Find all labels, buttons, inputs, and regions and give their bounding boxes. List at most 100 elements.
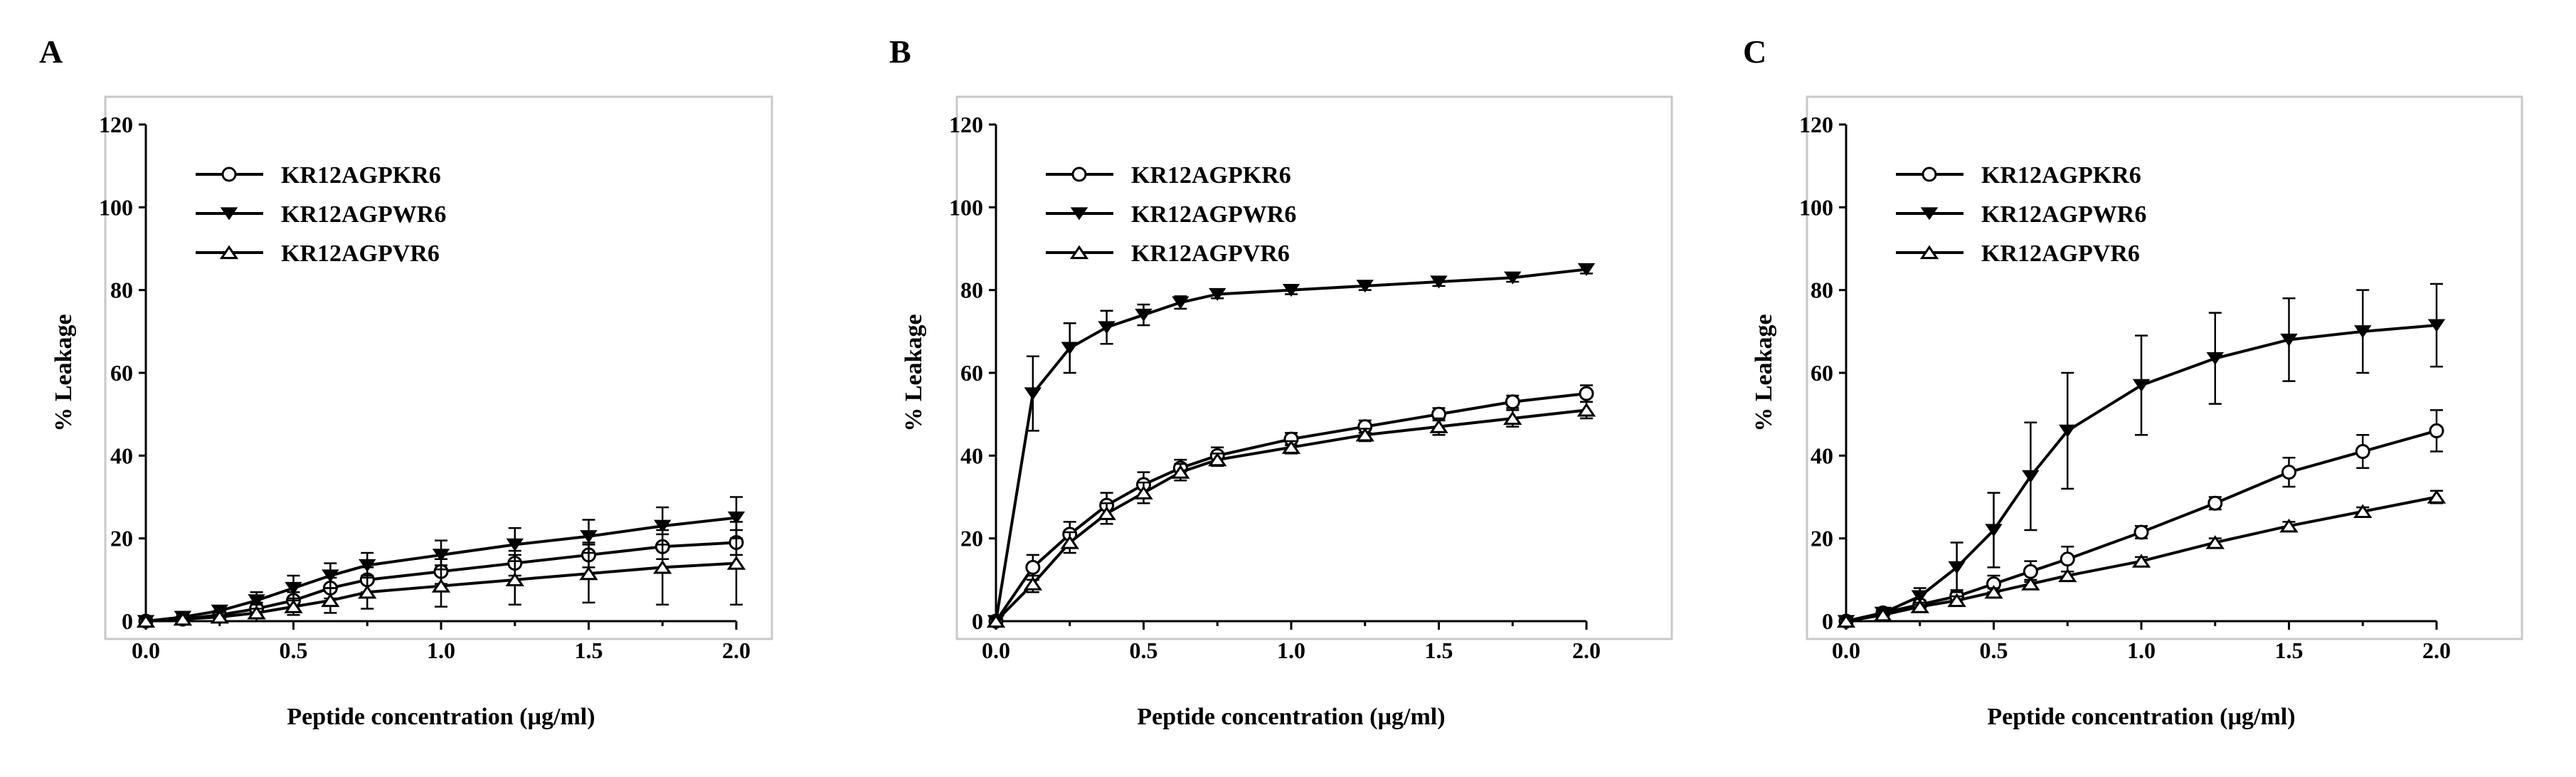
panel-frame	[955, 95, 1673, 640]
marker-c-s2-p3	[1947, 593, 1966, 608]
legend-label: KR12AGPWR6	[1981, 201, 2146, 228]
marker-a-s2-p4	[284, 599, 303, 613]
marker-b-s2-p1	[1023, 576, 1043, 591]
legend: KR12AGPKR6 KR12AGPWR6 KR12AGPVR6	[196, 162, 446, 267]
marker-c-s2-p0	[1836, 613, 1856, 628]
marker-b-s2-p8	[1355, 427, 1374, 442]
marker-c-s0-p11	[2429, 423, 2444, 438]
marker-b-s1-p8	[1356, 280, 1374, 293]
marker-c-s1-p11	[2427, 319, 2446, 332]
y-tick-label: 0	[122, 608, 133, 634]
marker-b-s1-p9	[1430, 275, 1448, 289]
series-KR12AGPKR6	[988, 384, 1594, 629]
marker-b-s2-p11	[1576, 403, 1596, 417]
y-tick-label: 80	[1811, 278, 1833, 303]
series-line	[145, 516, 737, 623]
marker-b-s1-p1	[1024, 387, 1042, 401]
x-tick-label: 1.5	[1425, 638, 1453, 663]
marker-c-s1-p3	[1948, 561, 1966, 574]
marker-b-s1-p3	[1098, 321, 1115, 334]
marker-c-s1-p6	[2059, 424, 2077, 438]
x-tick-label: 1.0	[2127, 638, 2156, 663]
marker-b-s1-plegend	[1070, 207, 1088, 221]
marker-b-s2-p3	[1097, 506, 1116, 520]
marker-b-s2-p0	[986, 613, 1006, 628]
y-tick-label: 20	[1811, 526, 1833, 551]
y-axis-title: % Leakage	[51, 314, 77, 431]
marker-c-s1-p9	[2280, 333, 2298, 347]
series-line	[1845, 495, 2437, 623]
marker-b-s2-p9	[1429, 419, 1448, 433]
panel-label: B	[889, 33, 911, 70]
marker-c-s2-p5	[2021, 576, 2040, 591]
marker-a-s1-p8	[506, 538, 524, 551]
marker-c-s2-p9	[2279, 518, 2299, 533]
legend-label: KR12AGPKR6	[1981, 162, 2141, 189]
marker-a-s2-p6	[358, 584, 377, 599]
y-tick-label: 60	[1811, 360, 1833, 386]
marker-b-s1-p10	[1504, 271, 1522, 285]
marker-c-s2-p1	[1873, 607, 1893, 622]
legend-label: KR12AGPVR6	[1981, 240, 2140, 267]
x-tick-label: 0.5	[280, 638, 308, 663]
marker-c-s2-p4	[1984, 584, 2003, 599]
series-KR12AGPVR6	[986, 401, 1596, 628]
y-tick-label: 0	[1822, 608, 1833, 634]
marker-c-s0-p6	[2060, 551, 2075, 567]
y-tick-label: 60	[110, 360, 133, 386]
series-KR12AGPKR6	[1838, 409, 2444, 629]
marker-c-s0-p7	[2134, 524, 2149, 540]
marker-b-s1-p11	[1577, 263, 1596, 277]
marker-b-s1-p4	[1135, 308, 1152, 322]
marker-b-s1-p5	[1172, 296, 1189, 310]
marker-c-s1-p4	[1985, 524, 2003, 537]
marker-c-s0-plegend	[1922, 166, 1937, 182]
marker-a-s2-p3	[247, 606, 266, 620]
legend-label: KR12AGPKR6	[1131, 162, 1291, 189]
marker-c-s1-p5	[2022, 470, 2040, 483]
legend-label: KR12AGPKR6	[281, 162, 441, 189]
legend: KR12AGPKR6 KR12AGPWR6 KR12AGPVR6	[1896, 162, 2146, 267]
x-axis-title: Peptide concentration (µg/ml)	[1987, 704, 2295, 730]
marker-b-s0-p1	[1025, 559, 1041, 575]
series-line	[145, 561, 737, 623]
series-KR12AGPWR6	[987, 263, 1596, 628]
marker-b-s2-p6	[1208, 452, 1227, 467]
marker-b-s2-p7	[1281, 440, 1301, 454]
series-KR12AGPVR6	[1836, 490, 2447, 628]
legend-label: KR12AGPVR6	[1131, 240, 1290, 267]
marker-a-s1-p4	[285, 581, 302, 595]
marker-a-s2-p8	[505, 572, 524, 586]
marker-a-s2-p9	[579, 566, 598, 581]
y-tick-label: 60	[960, 360, 983, 386]
marker-a-s0-plegend	[221, 166, 237, 182]
marker-a-s2-p10	[653, 560, 672, 574]
marker-a-s2-p11	[726, 556, 746, 570]
marker-b-s2-p5	[1171, 465, 1190, 479]
marker-a-s1-p7	[432, 549, 450, 562]
marker-b-s2-plegend	[1069, 245, 1089, 260]
marker-a-s1-p5	[322, 569, 339, 583]
x-tick-label: 1.5	[2275, 638, 2304, 663]
marker-a-s1-p6	[359, 559, 376, 572]
marker-c-s1-p10	[2354, 325, 2372, 339]
x-tick-label: 2.0	[1572, 638, 1601, 663]
y-axis-title: % Leakage	[901, 314, 927, 431]
marker-a-s2-p2	[210, 609, 229, 624]
marker-a-s2-p7	[431, 578, 451, 593]
marker-a-s1-p11	[727, 511, 746, 525]
marker-c-s2-p11	[2427, 490, 2447, 504]
marker-c-s0-p5	[2023, 564, 2038, 579]
panel-B: B 0 20 40 60 80 100 120 0.0 0.5 1.0 1.5 2.0 Peptide c…	[889, 33, 1673, 730]
marker-c-s2-p6	[2058, 568, 2077, 583]
y-tick-label: 120	[1799, 112, 1833, 137]
y-tick-label: 80	[960, 278, 983, 303]
panel-A: A 0 20 40 60 80 100 120 0.0 0.5 1.0 1.5 2.0 Peptide c…	[39, 33, 773, 730]
marker-a-s2-p1	[173, 611, 193, 626]
marker-b-s2-p2	[1060, 535, 1079, 549]
marker-a-s2-p5	[321, 593, 340, 608]
marker-c-s2-plegend	[1919, 245, 1939, 260]
y-tick-label: 120	[949, 112, 983, 137]
marker-c-s1-p2	[1911, 590, 1929, 603]
